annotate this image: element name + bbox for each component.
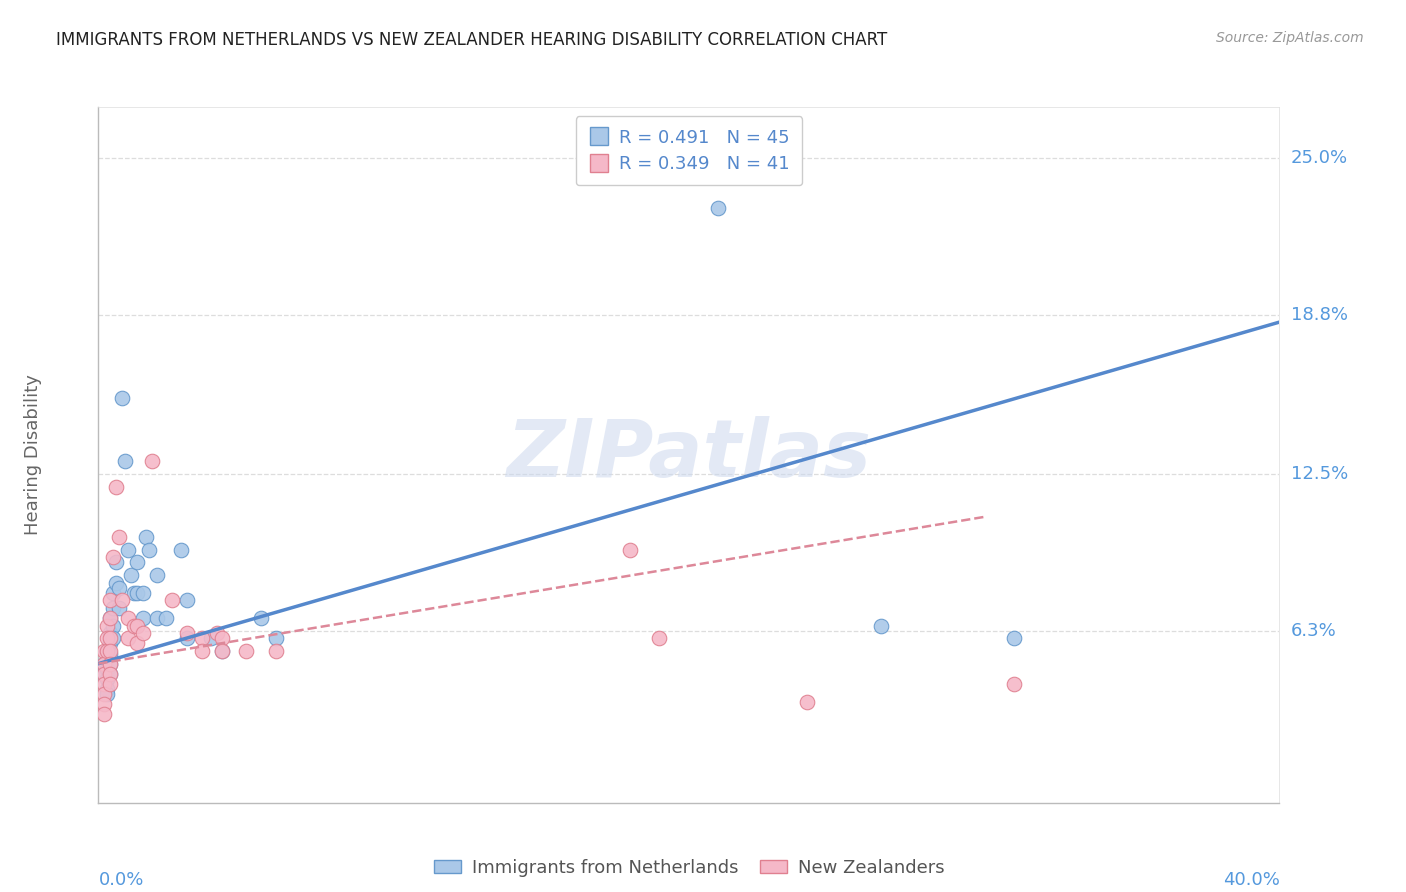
Point (122, 618, 145, 632)
Point (125, 636, 148, 650)
Point (105, 575, 128, 590)
Text: 18.8%: 18.8% (1291, 305, 1347, 324)
Point (211, 644, 233, 658)
Point (93, 644, 115, 658)
Point (93, 677, 115, 691)
Point (93, 707, 115, 722)
Text: IMMIGRANTS FROM NETHERLANDS VS NEW ZEALANDER HEARING DISABILITY CORRELATION CHAR: IMMIGRANTS FROM NETHERLANDS VS NEW ZEALA… (56, 31, 887, 49)
Point (264, 644, 287, 658)
Point (114, 454, 136, 468)
Point (98, 647, 121, 661)
Point (146, 611, 169, 625)
Point (111, 391, 134, 405)
Point (211, 644, 233, 658)
Point (125, 618, 148, 632)
Point (96, 681, 118, 696)
Point (93, 666, 115, 681)
Point (619, 542, 641, 557)
Point (176, 632, 198, 646)
Text: 6.3%: 6.3% (1291, 622, 1336, 640)
Point (250, 611, 273, 625)
Point (98, 593, 121, 607)
Point (125, 556, 148, 570)
Text: Hearing Disability: Hearing Disability (24, 375, 42, 535)
Point (98, 657, 121, 671)
Point (125, 586, 148, 600)
Text: 25.0%: 25.0% (1291, 149, 1348, 167)
Point (93, 657, 115, 671)
Point (162, 593, 183, 607)
Text: 12.5%: 12.5% (1291, 465, 1348, 483)
Point (98, 626, 121, 640)
Point (98, 677, 121, 691)
Point (205, 626, 228, 640)
Point (98, 611, 121, 625)
Point (108, 530, 131, 544)
Point (176, 593, 198, 607)
Point (707, 201, 730, 215)
Point (869, 618, 891, 632)
Point (135, 530, 157, 544)
Text: Source: ZipAtlas.com: Source: ZipAtlas.com (1216, 31, 1364, 45)
Point (98, 636, 121, 650)
Point (96, 644, 118, 658)
Point (170, 542, 193, 557)
Point (96, 687, 118, 701)
Point (98, 632, 121, 646)
Point (1002, 677, 1025, 691)
Point (98, 666, 121, 681)
Point (138, 542, 160, 557)
Point (96, 632, 118, 646)
Point (93, 687, 115, 701)
Point (93, 697, 115, 711)
Point (648, 632, 671, 646)
Point (108, 581, 131, 595)
Point (98, 611, 121, 625)
Point (103, 601, 125, 615)
Point (122, 586, 145, 600)
Point (96, 662, 118, 676)
Point (176, 626, 198, 640)
Legend: Immigrants from Netherlands, New Zealanders: Immigrants from Netherlands, New Zealand… (426, 852, 952, 884)
Point (96, 672, 118, 686)
Point (120, 568, 142, 582)
Point (105, 556, 128, 570)
Point (132, 586, 155, 600)
Point (98, 657, 121, 671)
Point (103, 618, 125, 632)
Point (141, 454, 163, 468)
Point (93, 666, 115, 681)
Point (103, 632, 125, 646)
Point (132, 611, 155, 625)
Point (98, 644, 121, 658)
Point (132, 626, 155, 640)
Point (796, 695, 818, 709)
Point (105, 479, 128, 493)
Point (117, 611, 139, 625)
Point (235, 644, 257, 658)
Point (155, 611, 177, 625)
Text: ZIPatlas: ZIPatlas (506, 416, 872, 494)
Point (200, 632, 222, 646)
Point (103, 586, 125, 600)
Point (146, 568, 169, 582)
Point (103, 550, 125, 565)
Point (264, 632, 287, 646)
Point (117, 542, 139, 557)
Point (108, 601, 131, 615)
Point (93, 657, 115, 671)
Point (117, 632, 139, 646)
Point (191, 632, 214, 646)
Point (1002, 632, 1025, 646)
Text: 0.0%: 0.0% (98, 871, 143, 889)
Point (211, 632, 233, 646)
Point (96, 644, 118, 658)
Point (191, 644, 214, 658)
Text: 40.0%: 40.0% (1223, 871, 1279, 889)
Point (96, 618, 118, 632)
Point (98, 666, 121, 681)
Point (111, 593, 134, 607)
